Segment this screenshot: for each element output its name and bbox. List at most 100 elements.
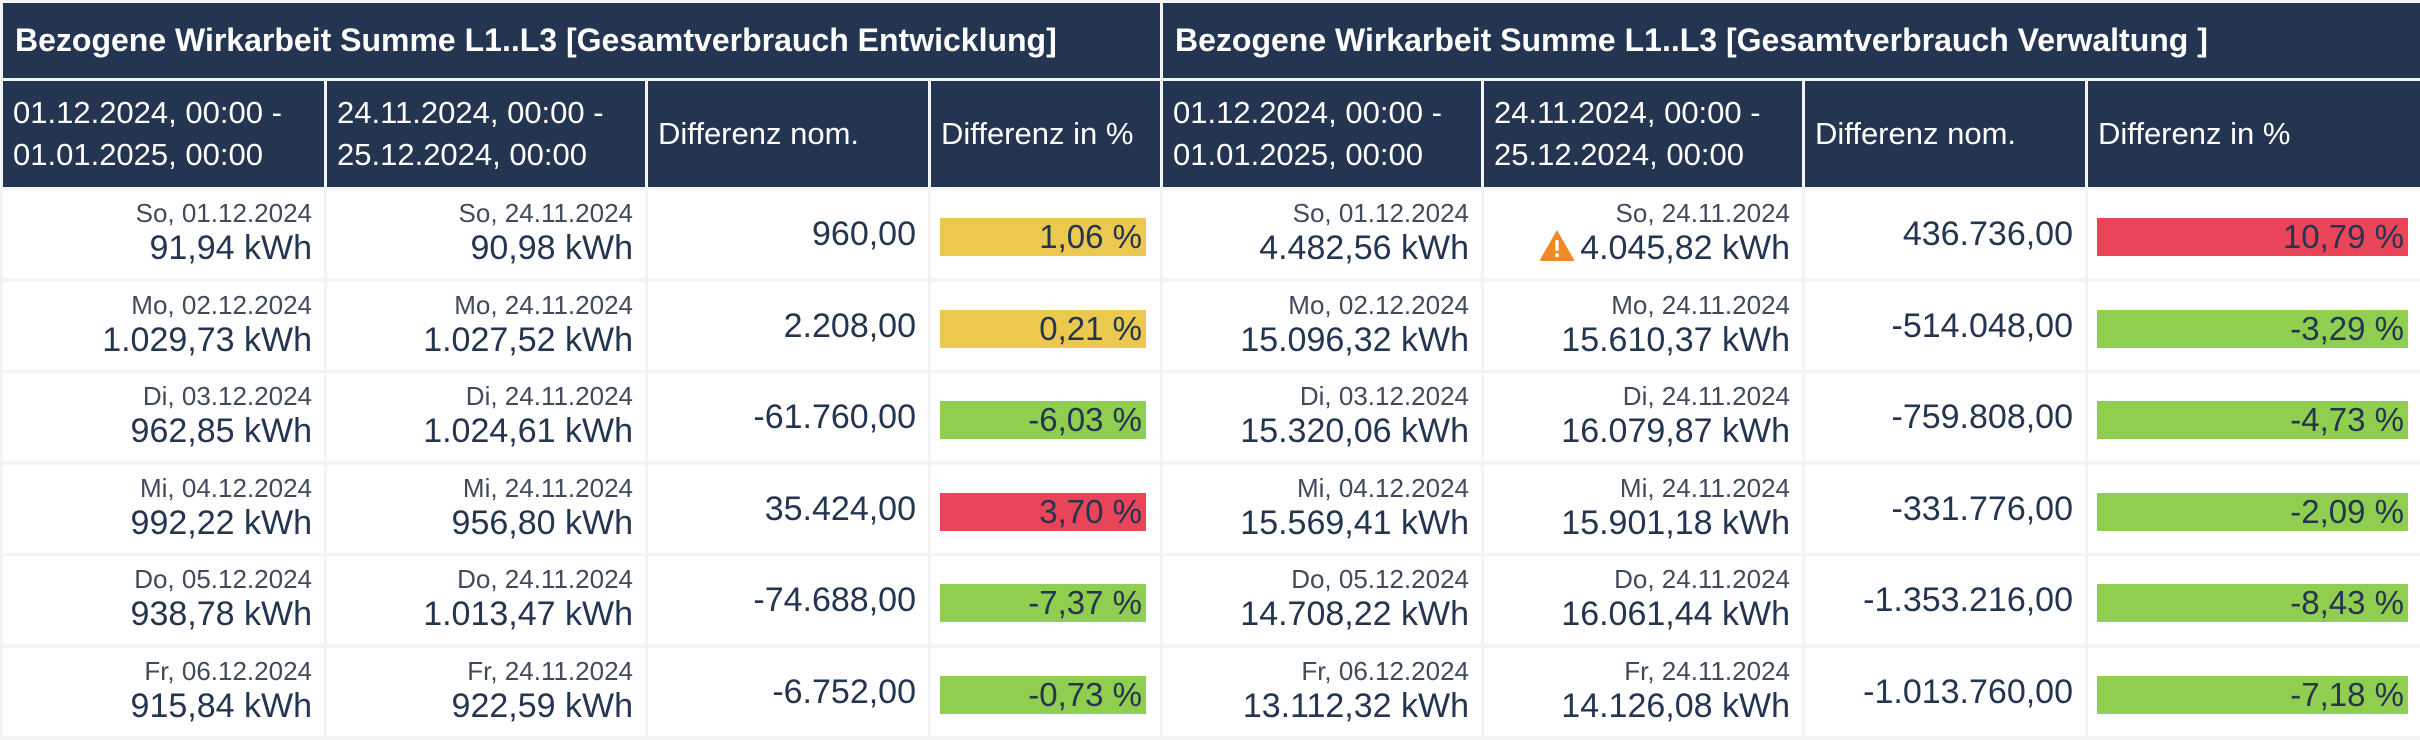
diff-pct-cell: -2,09 % [2088, 465, 2420, 553]
diff-nom-value: 436.736,00 [1902, 214, 2073, 253]
period-b-value: 15.901,18 kWh [1561, 504, 1790, 542]
period-b-date: Mi, 24.11.2024 [1619, 473, 1790, 503]
period-a-cell: Mi, 04.12.2024 992,22 kWh [3, 465, 324, 553]
period-a-value: 14.708,22 kWh [1240, 595, 1469, 633]
column-header-diff-nom: Differenz nom. [648, 81, 928, 187]
period-a-value: 1.029,73 kWh [102, 321, 312, 359]
period-a-line1: 01.12.2024, 00:00 - [13, 95, 282, 130]
diff-pct-cell: 3,70 % [931, 465, 1160, 553]
diff-nom-cell: -1.013.760,00 [1805, 648, 2085, 736]
diff-nom-label: Differenz nom. [658, 116, 860, 151]
period-a-date: Fr, 06.12.2024 [144, 656, 312, 686]
diff-pct-status-bar: -4,73 % [2097, 401, 2408, 439]
diff-nom-cell: -1.353.216,00 [1805, 556, 2085, 644]
diff-nom-cell: 2.208,00 [648, 282, 928, 370]
period-b-date: Mo, 24.11.2024 [454, 290, 633, 320]
period-a-value: 15.569,41 kWh [1240, 504, 1469, 542]
period-a-cell: Do, 05.12.2024 14.708,22 kWh [1163, 556, 1481, 644]
period-a-date: Do, 05.12.2024 [134, 564, 312, 594]
period-b-cell: Di, 24.11.2024 16.079,87 kWh [1484, 373, 1802, 461]
diff-nom-cell: -6.752,00 [648, 648, 928, 736]
period-a-cell: Di, 03.12.2024 15.320,06 kWh [1163, 373, 1481, 461]
period-a-value: 938,78 kWh [130, 595, 312, 633]
period-b-date: Mi, 24.11.2024 [462, 473, 633, 503]
diff-pct-status-bar: -8,43 % [2097, 584, 2408, 622]
period-b-value: 922,59 kWh [451, 687, 633, 725]
diff-pct-cell: -4,73 % [2088, 373, 2420, 461]
period-a-value: 13.112,32 kWh [1242, 687, 1469, 725]
period-b-date: Di, 24.11.2024 [1622, 381, 1790, 411]
warning-triangle-icon[interactable] [1540, 230, 1575, 270]
period-b-line1: 24.11.2024, 00:00 - [1494, 95, 1761, 130]
period-a-cell: Mo, 02.12.2024 1.029,73 kWh [3, 282, 324, 370]
diff-pct-status-bar: 0,21 % [940, 310, 1146, 348]
period-b-value: 1.013,47 kWh [423, 595, 633, 633]
diff-nom-value: -759.808,00 [1891, 397, 2074, 436]
period-b-value: 16.079,87 kWh [1561, 412, 1790, 450]
period-b-cell: Do, 24.11.2024 16.061,44 kWh [1484, 556, 1802, 644]
diff-pct-status-bar: -7,37 % [940, 584, 1146, 622]
column-header-diff-nom: Differenz nom. [1805, 81, 2085, 187]
column-header-period-b: 24.11.2024, 00:00 - 25.12.2024, 00:00 [327, 81, 645, 187]
diff-pct-cell: -7,37 % [931, 556, 1160, 644]
diff-nom-cell: -759.808,00 [1805, 373, 2085, 461]
period-a-date: So, 01.12.2024 [1292, 198, 1469, 228]
diff-nom-cell: 35.424,00 [648, 465, 928, 553]
diff-pct-cell: -6,03 % [931, 373, 1160, 461]
diff-nom-value: -1.013.760,00 [1863, 672, 2073, 711]
period-a-value: 962,85 kWh [130, 412, 312, 450]
period-a-value: 992,22 kWh [130, 504, 312, 542]
diff-pct-status-bar: 10,79 % [2097, 218, 2408, 256]
diff-pct-label: Differenz in % [941, 116, 1134, 151]
period-b-date: Mo, 24.11.2024 [1611, 290, 1790, 320]
period-b-date: Di, 24.11.2024 [465, 381, 633, 411]
group-title-entwicklung: Bezogene Wirkarbeit Summe L1..L3 [Gesamt… [3, 3, 1160, 78]
period-a-cell: Mi, 04.12.2024 15.569,41 kWh [1163, 465, 1481, 553]
diff-pct-status-bar: 3,70 % [940, 493, 1146, 531]
period-a-cell: So, 01.12.2024 4.482,56 kWh [1163, 190, 1481, 278]
period-b-value: 14.126,08 kWh [1561, 687, 1790, 725]
period-a-date: Fr, 06.12.2024 [1301, 656, 1469, 686]
period-a-cell: Di, 03.12.2024 962,85 kWh [3, 373, 324, 461]
period-a-date: Di, 03.12.2024 [142, 381, 312, 411]
period-b-cell: Mo, 24.11.2024 15.610,37 kWh [1484, 282, 1802, 370]
period-b-line1: 24.11.2024, 00:00 - [337, 95, 604, 130]
period-a-date: Mi, 04.12.2024 [1296, 473, 1469, 503]
period-b-value: 956,80 kWh [451, 504, 633, 542]
diff-nom-value: 35.424,00 [764, 489, 916, 528]
diff-nom-value: 960,00 [812, 214, 916, 253]
period-a-date: So, 01.12.2024 [135, 198, 312, 228]
period-a-date: Mo, 02.12.2024 [1288, 290, 1469, 320]
period-b-value: 15.610,37 kWh [1561, 321, 1790, 359]
period-b-cell: Fr, 24.11.2024 14.126,08 kWh [1484, 648, 1802, 736]
period-b-date: Fr, 24.11.2024 [467, 656, 633, 686]
period-a-value: 15.320,06 kWh [1240, 412, 1469, 450]
period-b-cell: So, 24.11.2024 4.045,82 kWh [1484, 190, 1802, 278]
period-b-cell: Mo, 24.11.2024 1.027,52 kWh [327, 282, 645, 370]
period-b-date: Fr, 24.11.2024 [1624, 656, 1790, 686]
period-b-cell: Do, 24.11.2024 1.013,47 kWh [327, 556, 645, 644]
diff-nom-cell: -514.048,00 [1805, 282, 2085, 370]
period-a-value: 4.482,56 kWh [1259, 229, 1469, 267]
diff-nom-value: -514.048,00 [1891, 306, 2074, 345]
period-b-cell: Mi, 24.11.2024 15.901,18 kWh [1484, 465, 1802, 553]
diff-nom-value: 2.208,00 [783, 306, 916, 345]
diff-nom-cell: -61.760,00 [648, 373, 928, 461]
diff-pct-cell: -7,18 % [2088, 648, 2420, 736]
period-a-cell: Fr, 06.12.2024 13.112,32 kWh [1163, 648, 1481, 736]
period-b-cell: Mi, 24.11.2024 956,80 kWh [327, 465, 645, 553]
diff-nom-cell: -74.688,00 [648, 556, 928, 644]
column-header-period-b: 24.11.2024, 00:00 - 25.12.2024, 00:00 [1484, 81, 1802, 187]
period-b-line2: 25.12.2024, 00:00 [1494, 137, 1744, 172]
period-a-date: Di, 03.12.2024 [1299, 381, 1469, 411]
column-header-diff-pct: Differenz in % [931, 81, 1160, 187]
period-b-date: So, 24.11.2024 [458, 198, 633, 228]
diff-pct-cell: -3,29 % [2088, 282, 2420, 370]
period-a-value: 91,94 kWh [149, 229, 312, 267]
diff-nom-cell: -331.776,00 [1805, 465, 2085, 553]
period-b-cell: So, 24.11.2024 90,98 kWh [327, 190, 645, 278]
period-b-date: So, 24.11.2024 [1615, 198, 1790, 228]
period-b-value: 16.061,44 kWh [1561, 595, 1790, 633]
period-a-value: 915,84 kWh [130, 687, 312, 725]
